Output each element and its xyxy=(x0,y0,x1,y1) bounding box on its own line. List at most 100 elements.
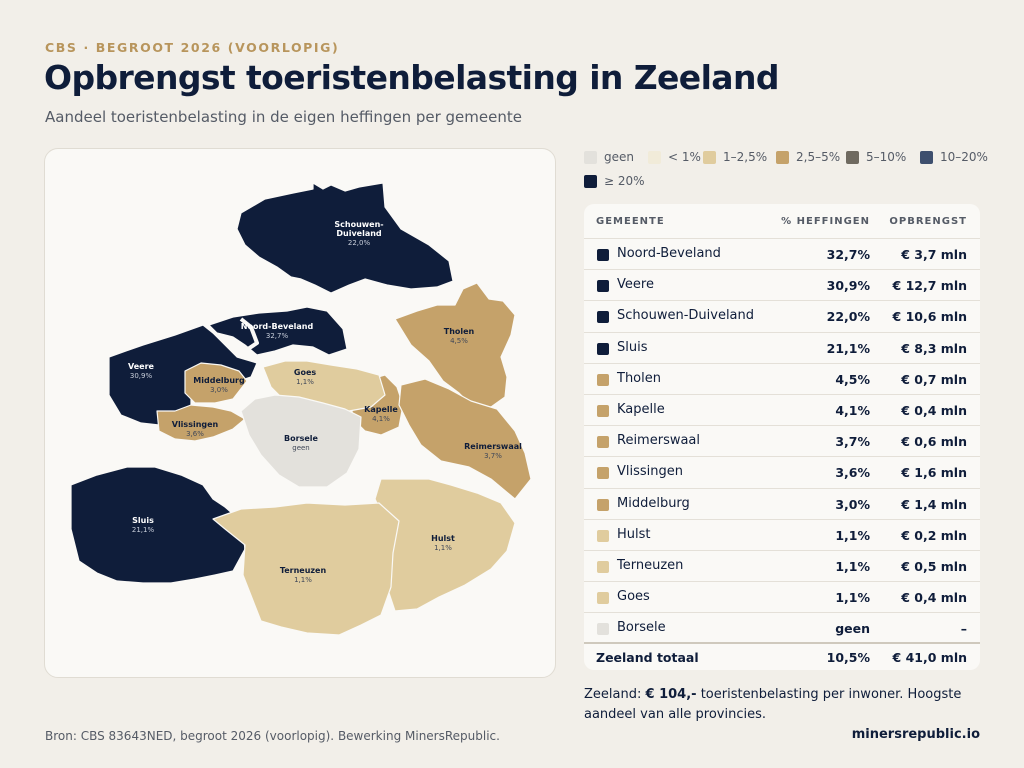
map-label-name: Duiveland xyxy=(336,229,382,238)
map-region-borsele xyxy=(240,394,362,488)
row-swatch xyxy=(597,529,609,542)
row-swatch xyxy=(597,373,609,386)
row-amount: € 3,7 mln xyxy=(901,247,967,262)
table-row: Tholen 4,5% € 0,7 mln xyxy=(584,362,980,394)
row-name: Veere xyxy=(617,277,654,293)
map-label-pct: 3,7% xyxy=(484,452,502,460)
row-swatch xyxy=(597,592,609,605)
legend-item: ≥ 20% xyxy=(584,174,645,188)
row-swatch xyxy=(597,342,609,355)
legend-label: 1–2,5% xyxy=(723,150,768,164)
legend-swatch xyxy=(846,150,859,164)
table-row: Terneuzen 1,1% € 0,5 mln xyxy=(584,550,980,581)
total-pct: 10,5% xyxy=(826,650,870,665)
row-name: Noord-Beveland xyxy=(617,246,721,261)
legend-item: 1–2,5% xyxy=(703,150,767,164)
row-pct: 4,5% xyxy=(835,371,870,387)
row-name: Borsele xyxy=(617,620,666,636)
row-name: Kapelle xyxy=(617,402,665,417)
row-pct: 21,1% xyxy=(826,340,870,356)
note-suffix: toeristenbelasting per inwoner. Hoogste … xyxy=(584,687,962,722)
legend-swatch xyxy=(584,150,597,164)
row-name: Middelburg xyxy=(617,495,690,511)
table-total-row: Zeeland totaal 10,5% € 41,0 mln xyxy=(584,642,980,670)
map-label-pct: 1,1% xyxy=(434,544,452,552)
row-amount: € 0,4 mln xyxy=(901,403,967,418)
map-card: Schouwen- Duiveland 22,0% Noord-Beveland 32,… xyxy=(44,148,556,678)
legend-label: 2,5–5% xyxy=(796,150,841,164)
map-region-sluis xyxy=(70,466,246,584)
map-region-tholen xyxy=(394,282,516,408)
map-label-name: Hulst xyxy=(431,534,455,543)
map-label-pct: 21,1% xyxy=(132,526,155,534)
legend-swatch xyxy=(776,150,789,164)
map-label-name: Noord-Beveland xyxy=(241,322,314,331)
note-highlight: € 104,- xyxy=(645,687,697,702)
column-header-gemeente: GEMEENTE xyxy=(596,216,665,227)
table-row: Borsele geen – xyxy=(584,612,980,643)
total-label: Zeeland totaal xyxy=(596,650,699,665)
data-table: GEMEENTE % HEFFINGEN OPBRENGST Noord-Bev… xyxy=(584,204,980,670)
map-label-pct: 1,1% xyxy=(294,576,312,584)
row-pct: 22,0% xyxy=(826,309,870,325)
table-row: Vlissingen 3,6% € 1,6 mln xyxy=(584,456,980,487)
row-amount: € 0,6 mln xyxy=(901,434,967,450)
brand-link[interactable]: minersrepublic.io xyxy=(851,727,980,742)
map-label-pct: 30,9% xyxy=(130,372,153,380)
row-swatch xyxy=(597,623,609,636)
row-pct: 1,1% xyxy=(835,590,870,606)
legend-label: ≥ 20% xyxy=(604,174,645,188)
map-label-name: Tholen xyxy=(444,327,475,336)
note-prefix: Zeeland: xyxy=(584,687,642,702)
legend-swatch xyxy=(648,150,661,164)
map-label-pct: 32,7% xyxy=(266,332,289,340)
row-swatch xyxy=(597,498,609,511)
map-label-name: Veere xyxy=(128,362,155,371)
row-amount: € 1,4 mln xyxy=(901,496,967,512)
map-label-pct: 22,0% xyxy=(348,239,371,247)
legend-item: 2,5–5% xyxy=(776,150,840,164)
map-label-pct: geen xyxy=(292,444,310,452)
row-swatch xyxy=(597,405,609,417)
legend-item: 10–20% xyxy=(920,150,988,164)
row-amount: € 12,7 mln xyxy=(892,278,967,294)
page-subtitle: Aandeel toeristenbelasting in de eigen h… xyxy=(45,108,522,126)
row-amount: € 10,6 mln xyxy=(892,309,967,325)
page-title: Opbrengst toeristenbelasting in Zeeland xyxy=(44,58,779,97)
row-name: Hulst xyxy=(617,526,651,542)
row-swatch xyxy=(597,249,609,261)
map-label-name: Goes xyxy=(294,368,316,377)
table-row: Kapelle 4,1% € 0,4 mln xyxy=(584,394,980,425)
kicker: CBS · BEGROOT 2026 (VOORLOPIG) xyxy=(45,40,340,55)
legend-swatch xyxy=(920,150,933,164)
map-label-name: Kapelle xyxy=(364,405,398,414)
legend-label: 10–20% xyxy=(940,150,988,164)
map-label-pct: 1,1% xyxy=(296,378,314,386)
legend-item: geen xyxy=(584,150,634,164)
row-amount: € 8,3 mln xyxy=(901,340,967,356)
legend-label: geen xyxy=(604,150,634,164)
legend-label: < 1% xyxy=(668,150,701,164)
map-label-name: Middelburg xyxy=(193,376,245,385)
table-row: Noord-Beveland 32,7% € 3,7 mln xyxy=(584,238,980,269)
row-pct: 3,7% xyxy=(835,434,870,450)
row-name: Terneuzen xyxy=(617,558,684,573)
table-row: Schouwen-Duiveland 22,0% € 10,6 mln xyxy=(584,300,980,331)
source-note: Bron: CBS 83643NED, begroot 2026 (voorlo… xyxy=(45,729,500,743)
row-swatch xyxy=(597,280,609,293)
row-name: Sluis xyxy=(617,339,648,355)
row-amount: € 1,6 mln xyxy=(901,465,967,481)
row-swatch xyxy=(597,436,609,449)
map-label-name: Sluis xyxy=(132,516,154,525)
map-label-name: Borsele xyxy=(284,434,318,443)
map-label-pct: 3,0% xyxy=(210,386,228,394)
map-region-vlissingen xyxy=(156,404,246,442)
row-amount: € 0,5 mln xyxy=(901,559,967,574)
table-row: Goes 1,1% € 0,4 mln xyxy=(584,581,980,612)
map-region-schouwen-duiveland xyxy=(236,182,454,294)
map-region-noord-beveland xyxy=(208,306,348,356)
row-pct: geen xyxy=(835,621,870,637)
row-swatch xyxy=(597,561,609,573)
column-header-pct: % HEFFINGEN xyxy=(781,216,870,227)
